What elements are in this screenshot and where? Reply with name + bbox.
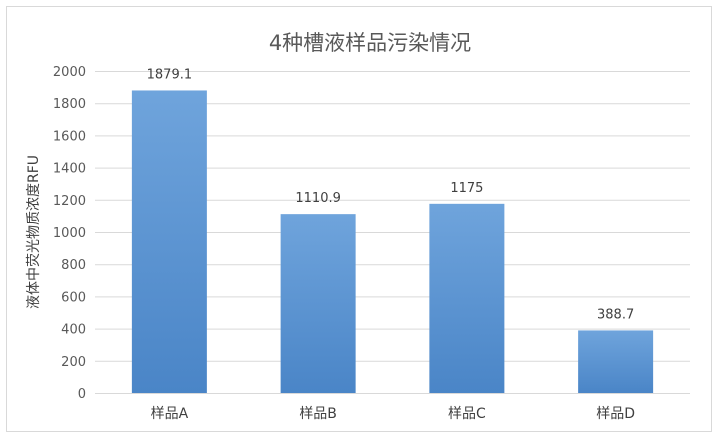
x-tick-label: 样品A — [151, 406, 189, 422]
y-tick-label: 200 — [61, 355, 86, 370]
chart-frame — [6, 6, 712, 432]
y-tick-label: 600 — [61, 290, 86, 305]
chart-title: 4种槽液样品污染情况 — [269, 31, 471, 55]
y-tick-label: 1400 — [53, 162, 86, 177]
bar — [280, 214, 356, 393]
bars — [131, 90, 654, 393]
y-tick-label: 2000 — [53, 65, 86, 80]
bar — [131, 90, 207, 393]
data-labels: 1879.1 1110.9 1175 388.7 — [147, 67, 635, 322]
data-label: 1879.1 — [147, 67, 193, 82]
x-tick-labels: 样品A 样品B 样品C 样品D — [151, 406, 635, 422]
x-tick-label: 样品D — [596, 406, 635, 422]
y-tick-label: 1600 — [53, 129, 86, 144]
y-tick-label: 0 — [78, 387, 86, 402]
x-tick-label: 样品C — [448, 406, 486, 422]
data-label: 1175 — [450, 181, 483, 196]
x-tick-label: 样品B — [299, 406, 337, 422]
y-tick-label: 400 — [61, 323, 86, 338]
data-label: 388.7 — [597, 307, 634, 322]
bar — [429, 203, 505, 393]
y-tick-labels: 0 200 400 600 800 1000 1200 1400 1600 1800 2000 — [53, 65, 86, 402]
y-tick-label: 1800 — [53, 97, 86, 112]
y-tick-label: 1200 — [53, 194, 86, 209]
bar — [578, 330, 654, 393]
y-tick-label: 1000 — [53, 226, 86, 241]
y-axis-label: 液体中荧光物质浓度RFU — [25, 155, 42, 309]
y-tick-label: 800 — [61, 258, 86, 273]
data-label: 1110.9 — [295, 191, 341, 206]
